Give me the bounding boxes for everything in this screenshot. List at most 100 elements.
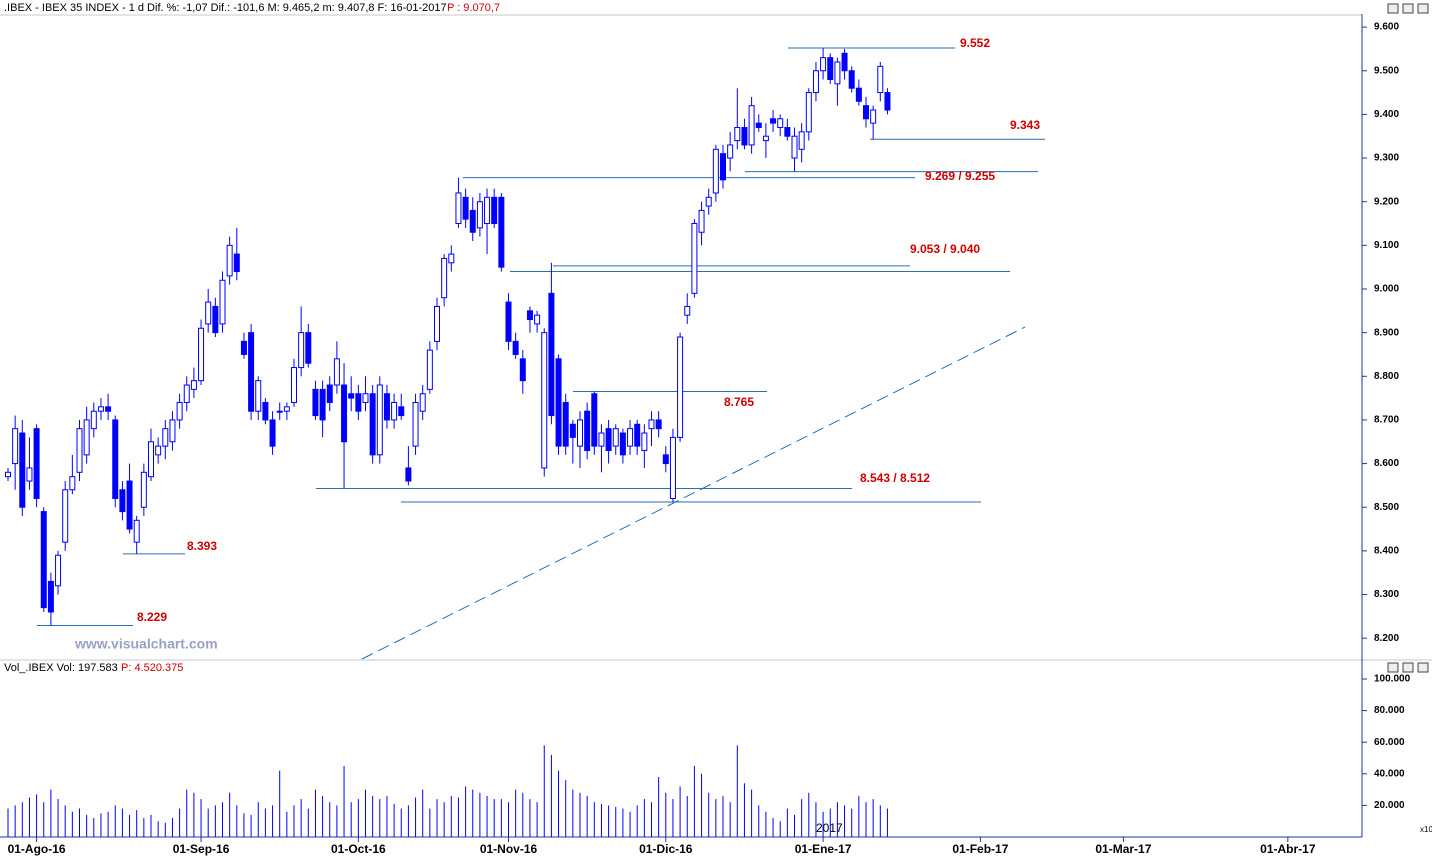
candle-body [762, 135, 769, 142]
candle-body [705, 196, 712, 207]
candle-body [720, 153, 726, 181]
candle-body [712, 148, 719, 194]
y-tick-label: 8.500 [1374, 502, 1399, 513]
candle-body [255, 380, 262, 412]
candle-body [162, 428, 169, 447]
candle-body [76, 428, 83, 473]
level-label: 8.229 [137, 610, 167, 624]
candle-body [119, 489, 126, 513]
candle-body [133, 519, 140, 543]
candle-body [405, 467, 412, 482]
x-tick-label: 01-Feb-17 [952, 842, 1008, 856]
candle-body [734, 126, 741, 142]
candle-body [305, 332, 312, 364]
volume-tick-label: 20.000 [1374, 800, 1405, 811]
candle-body [233, 253, 240, 273]
candle-body [669, 436, 676, 500]
candle-body [677, 336, 684, 438]
volume-tick-label: 60.000 [1374, 737, 1405, 748]
candle-body [97, 406, 104, 412]
candle-body [448, 253, 455, 264]
candle-body [19, 432, 26, 508]
candle-body [419, 393, 426, 412]
window-buttons[interactable] [1387, 3, 1429, 673]
candle-body [484, 196, 491, 225]
candle-body [262, 401, 269, 421]
candle-body [619, 432, 626, 456]
y-tick-label: 8.600 [1374, 458, 1399, 469]
chart-title: .IBEX - IBEX 35 INDEX - 1 d Dif. %: -1,0… [4, 2, 447, 14]
level-label: 9.343 [1010, 118, 1040, 132]
maximize-button[interactable] [1402, 3, 1414, 14]
x-tick-label: 01-Nov-16 [480, 842, 538, 856]
candle-body [126, 480, 133, 530]
candle-body [598, 432, 605, 447]
candle-body [562, 401, 569, 447]
candle-body [584, 410, 591, 451]
chart-title-price: P : 9.070,7 [447, 2, 500, 14]
level-label: 8.393 [187, 539, 217, 553]
x-tick-label: 01-Ago-16 [8, 842, 66, 856]
candle-body [870, 109, 877, 124]
candle-body [55, 554, 62, 587]
candle-body [348, 393, 355, 399]
candle-body [770, 118, 777, 124]
candle-body [591, 393, 598, 447]
y-tick-label: 9.200 [1374, 196, 1399, 207]
maximize-button[interactable] [1402, 662, 1414, 673]
volume-tick-label: 80.000 [1374, 705, 1405, 716]
y-tick-label: 9.300 [1374, 153, 1399, 164]
candle-body [555, 358, 562, 447]
candle-body [148, 441, 154, 478]
candle-body [176, 401, 183, 421]
candle-body [426, 349, 433, 390]
candle-body [805, 92, 812, 133]
candle-body [169, 419, 176, 443]
y-tick-label: 9.600 [1374, 22, 1399, 33]
candle-body [512, 340, 519, 355]
candle-body [634, 423, 641, 447]
candle-body [212, 305, 219, 334]
candle-body [691, 223, 698, 294]
minimize-button[interactable] [1387, 3, 1399, 14]
x-tick-label: 01-Mar-17 [1095, 842, 1151, 856]
candle-body [877, 65, 884, 94]
candle-body [112, 419, 119, 499]
candle-body [205, 301, 212, 325]
candle-body [5, 471, 11, 478]
candle-body [341, 384, 348, 443]
y-tick-label: 8.300 [1374, 589, 1399, 600]
candle-body [476, 201, 483, 229]
close-button[interactable] [1417, 3, 1429, 14]
candle-body [276, 410, 283, 413]
candle-body [491, 196, 498, 225]
candle-body [291, 367, 297, 403]
candle-body [820, 57, 827, 72]
candle-body [648, 419, 655, 430]
candle-body [33, 428, 40, 500]
candle-body [369, 393, 376, 456]
close-button[interactable] [1417, 662, 1429, 673]
candle-body [69, 476, 76, 491]
candle-body [391, 401, 398, 421]
candle-body [612, 428, 619, 447]
candle-body [140, 471, 147, 508]
minimize-button[interactable] [1387, 662, 1399, 673]
candle-body [777, 118, 784, 128]
candle-body [333, 358, 340, 386]
candle-body [469, 209, 476, 233]
candle-body [298, 332, 305, 369]
candle-body [47, 580, 54, 613]
candle-body [269, 419, 276, 447]
candle-body [462, 196, 469, 220]
candle-body [12, 428, 19, 465]
candle-body [312, 388, 319, 417]
candle-body [655, 419, 662, 430]
candle-body [248, 332, 255, 412]
candle-body [641, 432, 648, 451]
candle-body [577, 419, 583, 447]
candle-body [848, 70, 855, 89]
x-tick-label: 01-Sep-16 [173, 842, 230, 856]
candle-body [412, 401, 419, 447]
candle-body [219, 279, 226, 325]
